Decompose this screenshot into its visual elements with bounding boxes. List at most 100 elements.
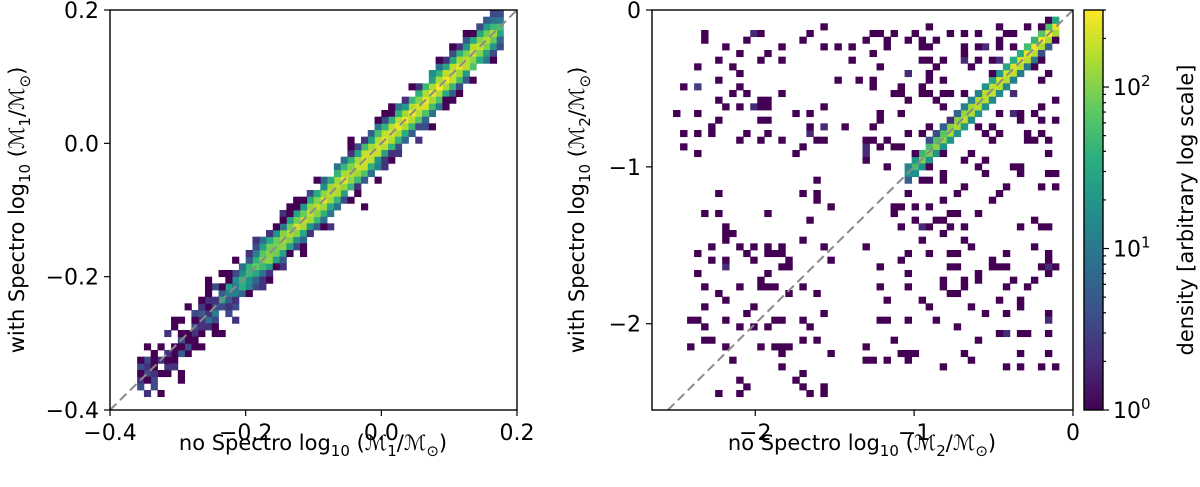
heatmap-cell — [694, 110, 702, 118]
heatmap-cell — [313, 210, 321, 218]
heatmap-cell — [435, 56, 443, 64]
heatmap-cell — [1051, 170, 1060, 178]
heatmap-cell — [449, 43, 457, 51]
heatmap-cell — [694, 83, 702, 91]
heatmap-cell — [1051, 16, 1060, 24]
heatmap-cell — [897, 223, 905, 231]
heatmap-cell — [1016, 56, 1025, 64]
heatmap-cell — [360, 150, 369, 158]
heatmap-cell — [1016, 70, 1025, 78]
heatmap-cell — [496, 10, 504, 18]
heatmap-cell — [1023, 23, 1032, 31]
heatmap-cell — [1030, 276, 1039, 284]
heatmap-cell — [988, 196, 997, 204]
heatmap-cell — [245, 283, 253, 291]
heatmap-cell — [442, 103, 450, 111]
heatmap-cell — [449, 50, 457, 58]
heatmap-cell — [939, 56, 948, 64]
heatmap-cell — [415, 136, 423, 144]
heatmap-cell — [442, 56, 450, 64]
heatmap-cell — [967, 150, 976, 158]
heatmap-cell — [743, 310, 751, 318]
heatmap-cell — [1030, 216, 1039, 224]
heatmap-cell — [320, 183, 328, 191]
heatmap-cell — [394, 143, 403, 151]
heatmap-cell — [1044, 330, 1053, 338]
heatmap-cell — [974, 90, 983, 98]
heatmap-cell — [792, 150, 800, 158]
heatmap-cell — [347, 143, 355, 151]
heatmap-cell — [347, 183, 355, 191]
heatmap-cell — [496, 43, 504, 51]
heatmap-cell — [496, 16, 504, 24]
heatmap-cell — [211, 296, 219, 304]
heatmap-cell — [995, 190, 1004, 198]
heatmap-cell — [1051, 30, 1060, 38]
heatmap-cell — [1044, 250, 1053, 258]
heatmap-cell — [259, 236, 267, 244]
heatmap-cell — [374, 150, 382, 158]
heatmap-cell — [367, 136, 375, 144]
heatmap-cell — [476, 30, 484, 38]
heatmap-cell — [204, 310, 213, 318]
heatmap-cell — [198, 310, 206, 318]
heatmap-cell — [694, 130, 702, 138]
heatmap-cell — [252, 270, 260, 278]
heatmap-cell — [320, 176, 328, 184]
heatmap-cell — [442, 90, 450, 98]
heatmap-cell — [806, 123, 814, 131]
heatmap-cell — [1044, 350, 1053, 358]
heatmap-cell — [750, 30, 758, 38]
heatmap-cell — [360, 176, 369, 184]
heatmap-cell — [897, 83, 905, 91]
heatmap-cell — [449, 83, 457, 91]
heatmap-cell — [855, 76, 863, 84]
heatmap-cell — [939, 276, 948, 284]
heatmap-cell — [1002, 183, 1011, 191]
heatmap-cell — [974, 56, 983, 64]
heatmap-cell — [225, 276, 233, 284]
left-heatmap-cells — [137, 10, 504, 398]
heatmap-cell — [687, 316, 695, 324]
heatmap-cell — [306, 230, 314, 238]
heatmap-cell — [778, 90, 786, 98]
heatmap-cell — [408, 123, 416, 131]
heatmap-cell — [1002, 363, 1011, 371]
heatmap-cell — [869, 30, 877, 38]
heatmap-cell — [1044, 16, 1053, 24]
heatmap-cell — [449, 76, 457, 84]
heatmap-cell — [422, 103, 430, 111]
heatmap-cell — [834, 76, 842, 84]
heatmap-cell — [442, 70, 450, 78]
heatmap-cell — [1002, 330, 1011, 338]
heatmap-cell — [799, 383, 807, 391]
heatmap-cell — [953, 210, 962, 218]
heatmap-cell — [266, 256, 274, 264]
heatmap-cell — [476, 56, 484, 64]
heatmap-cell — [834, 43, 842, 51]
heatmap-cell — [827, 203, 835, 211]
heatmap-cell — [422, 83, 430, 91]
heatmap-cell — [225, 270, 233, 278]
heatmap-cell — [988, 256, 997, 264]
heatmap-cell — [449, 96, 457, 104]
heatmap-cell — [932, 130, 941, 138]
left-y-axis-label: with Spectro log10 (ℳ1/ℳ⊙) — [5, 67, 34, 354]
heatmap-cell — [462, 56, 470, 64]
heatmap-cell — [394, 103, 403, 111]
heatmap-cell — [340, 163, 348, 171]
heatmap-cell — [799, 36, 807, 44]
heatmap-cell — [1002, 83, 1011, 91]
heatmap-cell — [279, 216, 287, 224]
heatmap-cell — [422, 123, 430, 131]
heatmap-cell — [177, 316, 186, 324]
heatmap-cell — [743, 250, 751, 258]
heatmap-cell — [388, 103, 396, 111]
heatmap-cell — [764, 210, 772, 218]
heatmap-cell — [232, 316, 240, 324]
heatmap-cell — [489, 23, 498, 31]
heatmap-cell — [974, 276, 983, 284]
heatmap-cell — [218, 330, 226, 338]
heatmap-cell — [204, 290, 213, 298]
heatmap-cell — [883, 136, 891, 144]
